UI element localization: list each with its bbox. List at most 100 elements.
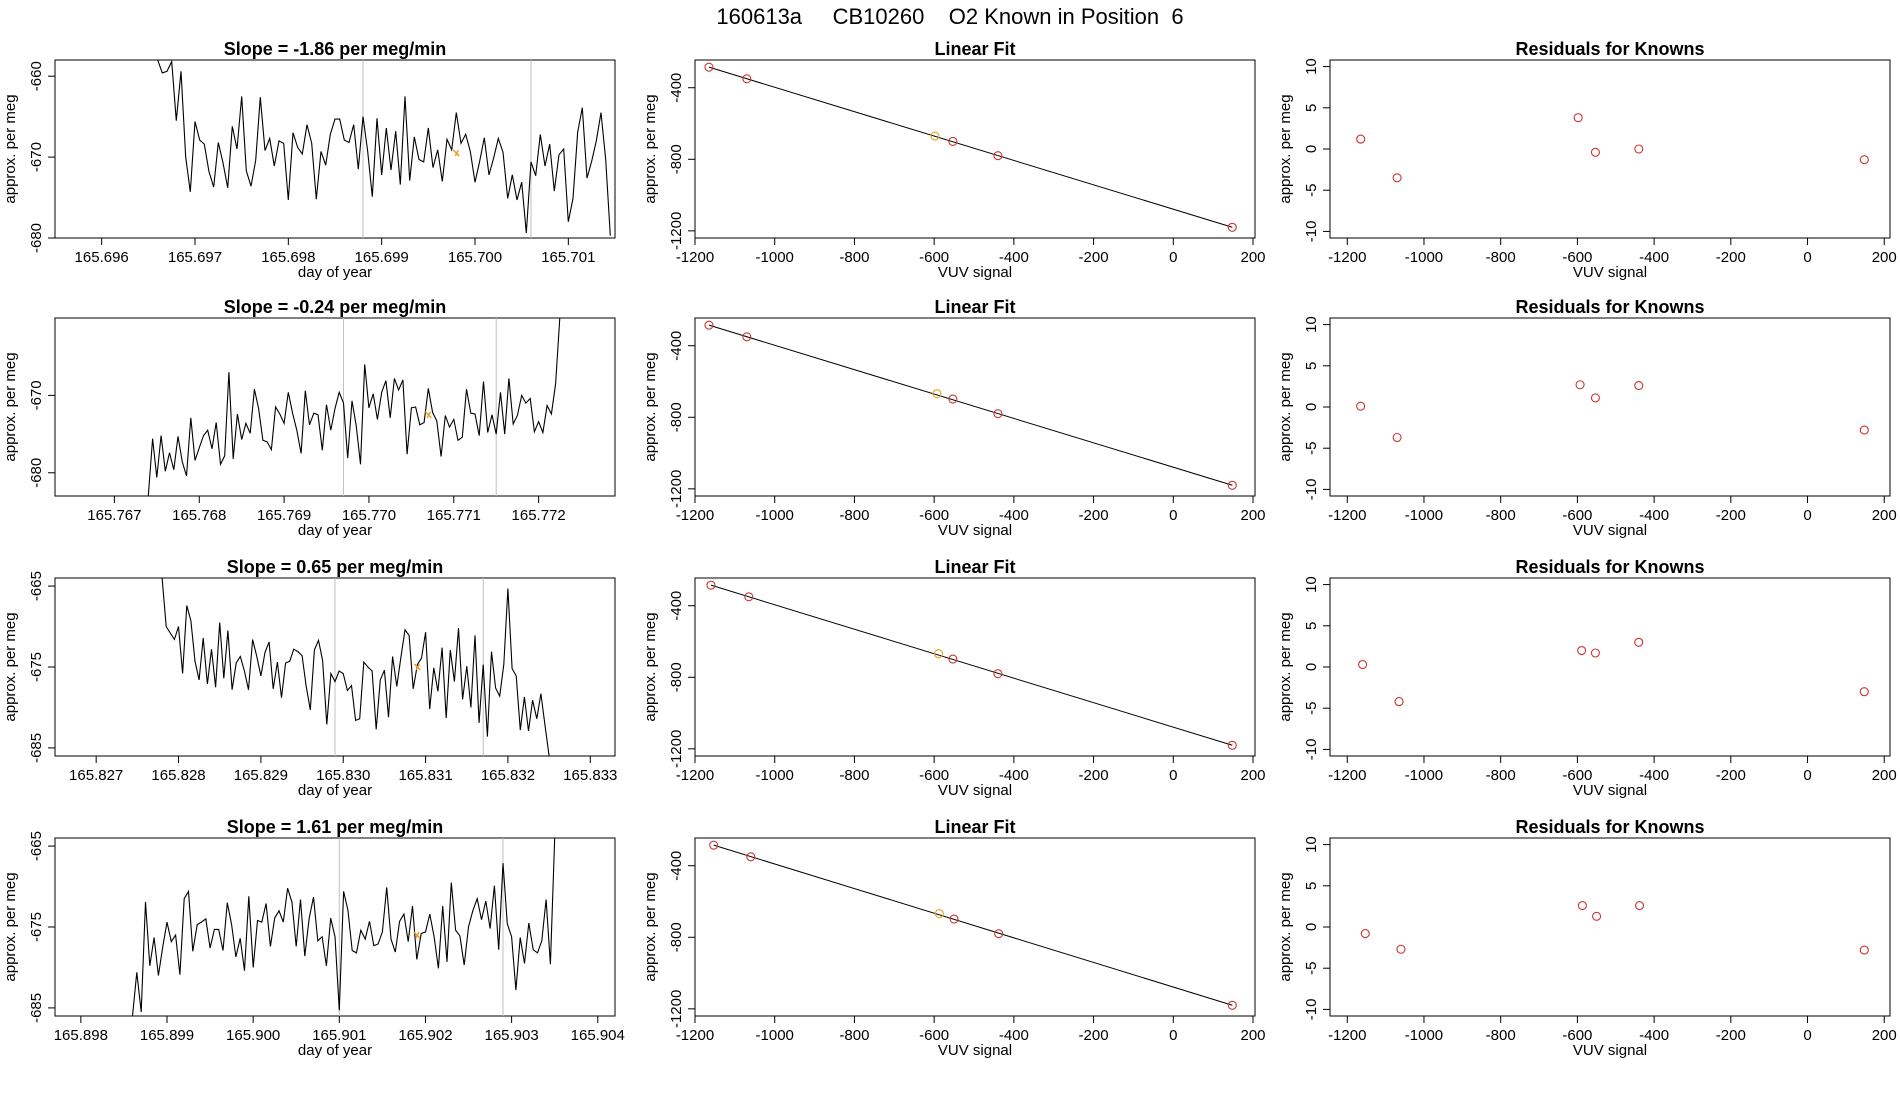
x-tick-label: 200 bbox=[1872, 507, 1897, 524]
x-tick-label: 165.769 bbox=[257, 507, 311, 524]
data-point bbox=[993, 151, 1003, 161]
x-tick-label: 165.900 bbox=[226, 1027, 280, 1044]
y-tick-label: -1200 bbox=[668, 990, 685, 1028]
x-tick-label: -1200 bbox=[1328, 507, 1366, 524]
x-tick-label: 0 bbox=[1169, 249, 1177, 266]
y-tick-label: 0 bbox=[1303, 923, 1320, 931]
y-tick-label: -685 bbox=[28, 733, 45, 763]
panel-timeseries-1: Slope = -1.86 per meg/min 165.696 165.697 1… bbox=[2, 39, 616, 281]
y-tick-label: -670 bbox=[28, 380, 45, 410]
x-tick-label: 165.768 bbox=[172, 507, 226, 524]
y-tick-label: -680 bbox=[28, 223, 45, 253]
highlight-mark bbox=[415, 663, 421, 671]
data-point bbox=[1356, 401, 1366, 411]
plot-frame bbox=[694, 59, 1256, 239]
plot-frame bbox=[694, 577, 1256, 757]
y-tick-label: -10 bbox=[1303, 479, 1320, 501]
x-tick-label: -1200 bbox=[1328, 249, 1366, 266]
panel-title: Slope = -0.24 per meg/min bbox=[224, 297, 447, 317]
x-tick-label: 165.901 bbox=[312, 1027, 366, 1044]
y-axis-label: approx. per meg bbox=[642, 872, 659, 981]
x-tick-label: -800 bbox=[1486, 507, 1516, 524]
y-axis-label: approx. per meg bbox=[1277, 612, 1294, 721]
panel-residuals-4: Residuals for Knowns-1200 -1000 -800 -600 -4… bbox=[1277, 817, 1897, 1059]
panel-residuals-2: Residuals for Knowns-1200 -1000 -800 -600 -4… bbox=[1277, 297, 1897, 539]
data-point bbox=[1592, 911, 1602, 921]
x-tick-label: -1000 bbox=[1405, 1027, 1443, 1044]
x-tick-label: -1000 bbox=[1405, 507, 1443, 524]
x-tick-label: -1000 bbox=[1405, 767, 1443, 784]
plot-frame bbox=[1329, 577, 1891, 757]
y-tick-label: 5 bbox=[1303, 882, 1320, 890]
data-point bbox=[1590, 147, 1600, 157]
y-tick-label: -800 bbox=[668, 402, 685, 432]
x-tick-label: -200 bbox=[1716, 1027, 1746, 1044]
highlight-point bbox=[933, 649, 944, 659]
x-tick-label: 165.827 bbox=[69, 767, 123, 784]
y-axis-label: approx. per meg bbox=[642, 94, 659, 203]
x-tick-label: -1000 bbox=[1405, 249, 1443, 266]
x-tick-label: 165.828 bbox=[151, 767, 205, 784]
y-tick-label: -665 bbox=[28, 831, 45, 861]
x-tick-label: 165.770 bbox=[342, 507, 396, 524]
data-layer bbox=[704, 320, 1237, 490]
data-point bbox=[1634, 637, 1644, 647]
data-point bbox=[1577, 901, 1587, 911]
y-tick-label: -800 bbox=[668, 662, 685, 692]
x-tick-label: 165.903 bbox=[484, 1027, 538, 1044]
x-tick-label: 165.829 bbox=[234, 767, 288, 784]
panel-linear-fit-1: Linear Fit -1200 -1000 -800 -600 -400 -200 0 200… bbox=[642, 39, 1266, 281]
figure-title: 160613a CB10260 O2 Known in Position 6 bbox=[716, 4, 1184, 29]
data-point bbox=[994, 929, 1004, 939]
x-axis-label: VUV signal bbox=[938, 264, 1012, 281]
data-point bbox=[742, 332, 752, 342]
data-point bbox=[1859, 155, 1869, 165]
x-axis-label: day of year bbox=[298, 782, 372, 799]
x-tick-label: -600 bbox=[1562, 507, 1592, 524]
x-axis-label: VUV signal bbox=[938, 1042, 1012, 1059]
panel-title: Linear Fit bbox=[934, 297, 1015, 317]
y-tick-label: -675 bbox=[28, 652, 45, 682]
plot-frame bbox=[54, 59, 616, 239]
x-tick-label: -600 bbox=[1562, 767, 1592, 784]
data-layer bbox=[706, 580, 1237, 750]
y-axis-label: approx. per meg bbox=[1277, 94, 1294, 203]
data-layer bbox=[1358, 637, 1869, 707]
y-tick-label: -5 bbox=[1303, 442, 1320, 455]
data-point bbox=[1396, 944, 1406, 954]
data-point bbox=[948, 136, 958, 146]
x-axis-label: day of year bbox=[298, 522, 372, 539]
x-tick-label: 165.899 bbox=[140, 1027, 194, 1044]
data-point bbox=[1634, 144, 1644, 154]
panel-title: Residuals for Knowns bbox=[1515, 39, 1704, 59]
y-tick-label: 10 bbox=[1303, 316, 1320, 333]
x-tick-label: 165.902 bbox=[398, 1027, 452, 1044]
data-point bbox=[1358, 659, 1368, 670]
x-tick-label: -200 bbox=[1079, 507, 1109, 524]
y-tick-label: 5 bbox=[1303, 622, 1320, 630]
x-tick-label: -800 bbox=[839, 507, 869, 524]
x-tick-label: -200 bbox=[1716, 249, 1746, 266]
data-point bbox=[948, 654, 958, 664]
x-tick-label: -1000 bbox=[756, 767, 794, 784]
data-layer bbox=[1356, 380, 1869, 443]
data-layer bbox=[131, 838, 556, 1016]
y-axis-label: approx. per meg bbox=[642, 352, 659, 461]
plot-frame bbox=[54, 317, 616, 497]
x-tick-label: 0 bbox=[1169, 1027, 1177, 1044]
x-tick-label: -400 bbox=[999, 507, 1029, 524]
data-point bbox=[1227, 480, 1237, 490]
x-tick-label: 200 bbox=[1872, 767, 1897, 784]
data-point bbox=[704, 62, 714, 72]
y-tick-label: -670 bbox=[28, 142, 45, 172]
plot-frame bbox=[1329, 317, 1891, 497]
x-axis-label: VUV signal bbox=[938, 782, 1012, 799]
x-tick-label: -1000 bbox=[756, 507, 794, 524]
x-tick-label: -1200 bbox=[1328, 1027, 1366, 1044]
data-point bbox=[1575, 380, 1585, 390]
highlight-mark bbox=[454, 149, 460, 157]
x-tick-label: 0 bbox=[1803, 767, 1811, 784]
y-axis-label: approx. per meg bbox=[642, 612, 659, 721]
y-tick-label: -1200 bbox=[668, 730, 685, 768]
panel-title: Residuals for Knowns bbox=[1515, 817, 1704, 837]
